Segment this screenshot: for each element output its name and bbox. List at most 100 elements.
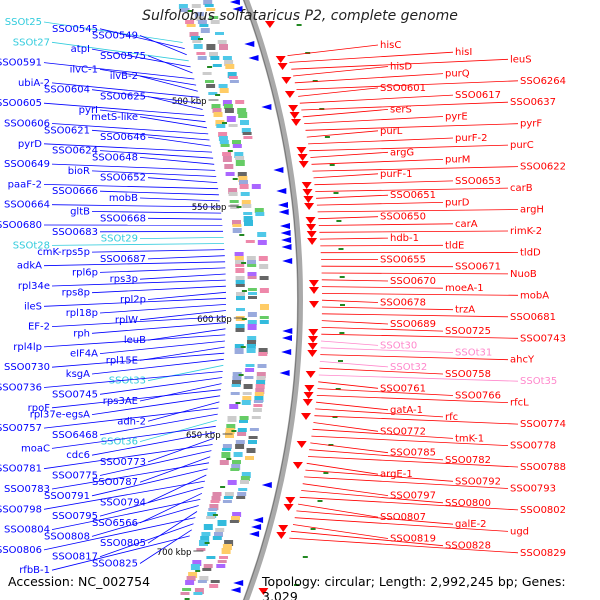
feature-block — [197, 56, 207, 60]
gene-label-right: argG — [390, 147, 414, 158]
gene-label-right: trzA — [455, 305, 475, 316]
feature-block — [245, 240, 255, 243]
feature-block — [194, 588, 204, 594]
leader-line-left — [51, 204, 221, 208]
leader-line-left — [91, 432, 215, 456]
leader-line-left — [91, 48, 191, 68]
gene-label-left: rpl4lp — [13, 342, 42, 353]
gene-label-right: SSO0802 — [520, 505, 566, 516]
feature-block — [180, 592, 190, 595]
feature-block — [246, 348, 256, 353]
feature-block — [200, 28, 210, 33]
feature-block — [246, 344, 256, 349]
feature-block — [197, 20, 207, 24]
gene-label-right: SSO0743 — [520, 333, 566, 344]
feature-block — [206, 8, 216, 11]
leader-line-right — [316, 202, 444, 206]
gene-label-left: SSO0757 — [0, 423, 42, 434]
scale-label: 550 kbp — [192, 203, 227, 213]
leader-line-right — [321, 313, 509, 318]
leader-line-left — [43, 517, 196, 551]
reverse-gene-arrow — [282, 335, 292, 341]
feature-block — [260, 304, 269, 310]
leader-line-right — [316, 194, 389, 199]
gene-label-right: SSO0622 — [520, 162, 566, 173]
gene-label-left: SSO0736 — [0, 383, 42, 394]
gene-label-left: cdc6 — [66, 450, 90, 461]
feature-block — [254, 396, 264, 402]
gene-label-right: SSO0778 — [510, 441, 556, 452]
feature-block — [222, 152, 232, 156]
leader-line-right — [319, 367, 444, 375]
feature-block — [240, 476, 250, 481]
leader-line-left — [43, 407, 219, 429]
gene-label-right: hisC — [380, 40, 401, 51]
gene-label-left: rpl18p — [66, 308, 98, 319]
feature-block — [236, 496, 246, 499]
gene-label-right: SSO0671 — [455, 262, 501, 273]
gene-label-right: SSO0651 — [390, 190, 436, 201]
gene-label-left: SSO0791 — [44, 491, 90, 502]
feature-block — [245, 456, 254, 460]
gene-label-left: SSOt33 — [109, 376, 146, 387]
tick-mark — [187, 10, 193, 12]
leader-line-left — [147, 136, 211, 147]
gene-label-right: SSO0829 — [520, 548, 566, 559]
leader-line-left — [99, 69, 197, 86]
feature-block — [192, 40, 202, 43]
leader-line-left — [147, 474, 207, 503]
gene-label-right: SSO0681 — [510, 312, 556, 323]
gene-label-left: SSO0604 — [44, 85, 90, 96]
feature-block — [237, 108, 247, 114]
gene-label-left: moaC — [21, 443, 50, 454]
leader-line-left — [99, 413, 218, 436]
feature-block — [235, 276, 245, 282]
leader-line-left — [147, 55, 193, 74]
feature-block — [235, 280, 245, 285]
leader-line-left — [99, 190, 219, 196]
feature-block — [256, 376, 266, 381]
feature-block — [248, 296, 257, 299]
gene-label-right: hisD — [390, 62, 412, 73]
feature-block — [255, 384, 265, 389]
leader-line-left — [43, 334, 226, 348]
gene-label-left: atpI — [71, 44, 90, 55]
feature-block — [209, 584, 219, 588]
gene-label-left: ilvB-2 — [110, 71, 138, 82]
feature-block — [240, 480, 249, 484]
feature-block — [225, 172, 235, 176]
leader-line-right — [313, 422, 379, 432]
tick-mark — [328, 444, 334, 446]
tick-mark — [215, 94, 221, 96]
feature-block — [210, 56, 220, 60]
reverse-gene-arrow — [230, 587, 241, 593]
reverse-gene-arrow — [233, 580, 244, 586]
feature-block — [193, 592, 203, 595]
right-gene-labels: hisC hisI leuS hisD purQ SSO6264 SSO0601 SSO061… — [287, 40, 566, 559]
feature-block — [182, 588, 192, 591]
gene-label-left: ilvC-1 — [70, 64, 98, 75]
leader-line-right — [293, 66, 389, 77]
tick-mark — [317, 500, 323, 502]
gene-label-right: rfc — [445, 412, 458, 423]
leader-line-left — [51, 243, 225, 246]
forward-gene-arrow — [306, 231, 317, 238]
gene-label-right: carA — [455, 219, 478, 230]
forward-gene-arrow — [284, 91, 295, 98]
feature-block — [226, 116, 236, 122]
gene-label-left: eIF4A — [70, 349, 98, 360]
scale-label: 600 kbp — [197, 315, 232, 325]
feature-block — [259, 276, 269, 280]
leader-line-left — [139, 273, 226, 280]
feature-block — [203, 524, 213, 530]
tick-mark — [329, 164, 335, 166]
tick-mark — [332, 416, 338, 418]
forward-gene-arrow — [307, 238, 318, 245]
tick-mark — [310, 528, 316, 530]
forward-gene-arrow — [301, 413, 311, 420]
feature-block — [218, 132, 228, 137]
gene-label-right: mobA — [520, 290, 549, 301]
leader-line-left — [91, 170, 217, 177]
leader-line-right — [318, 223, 454, 226]
